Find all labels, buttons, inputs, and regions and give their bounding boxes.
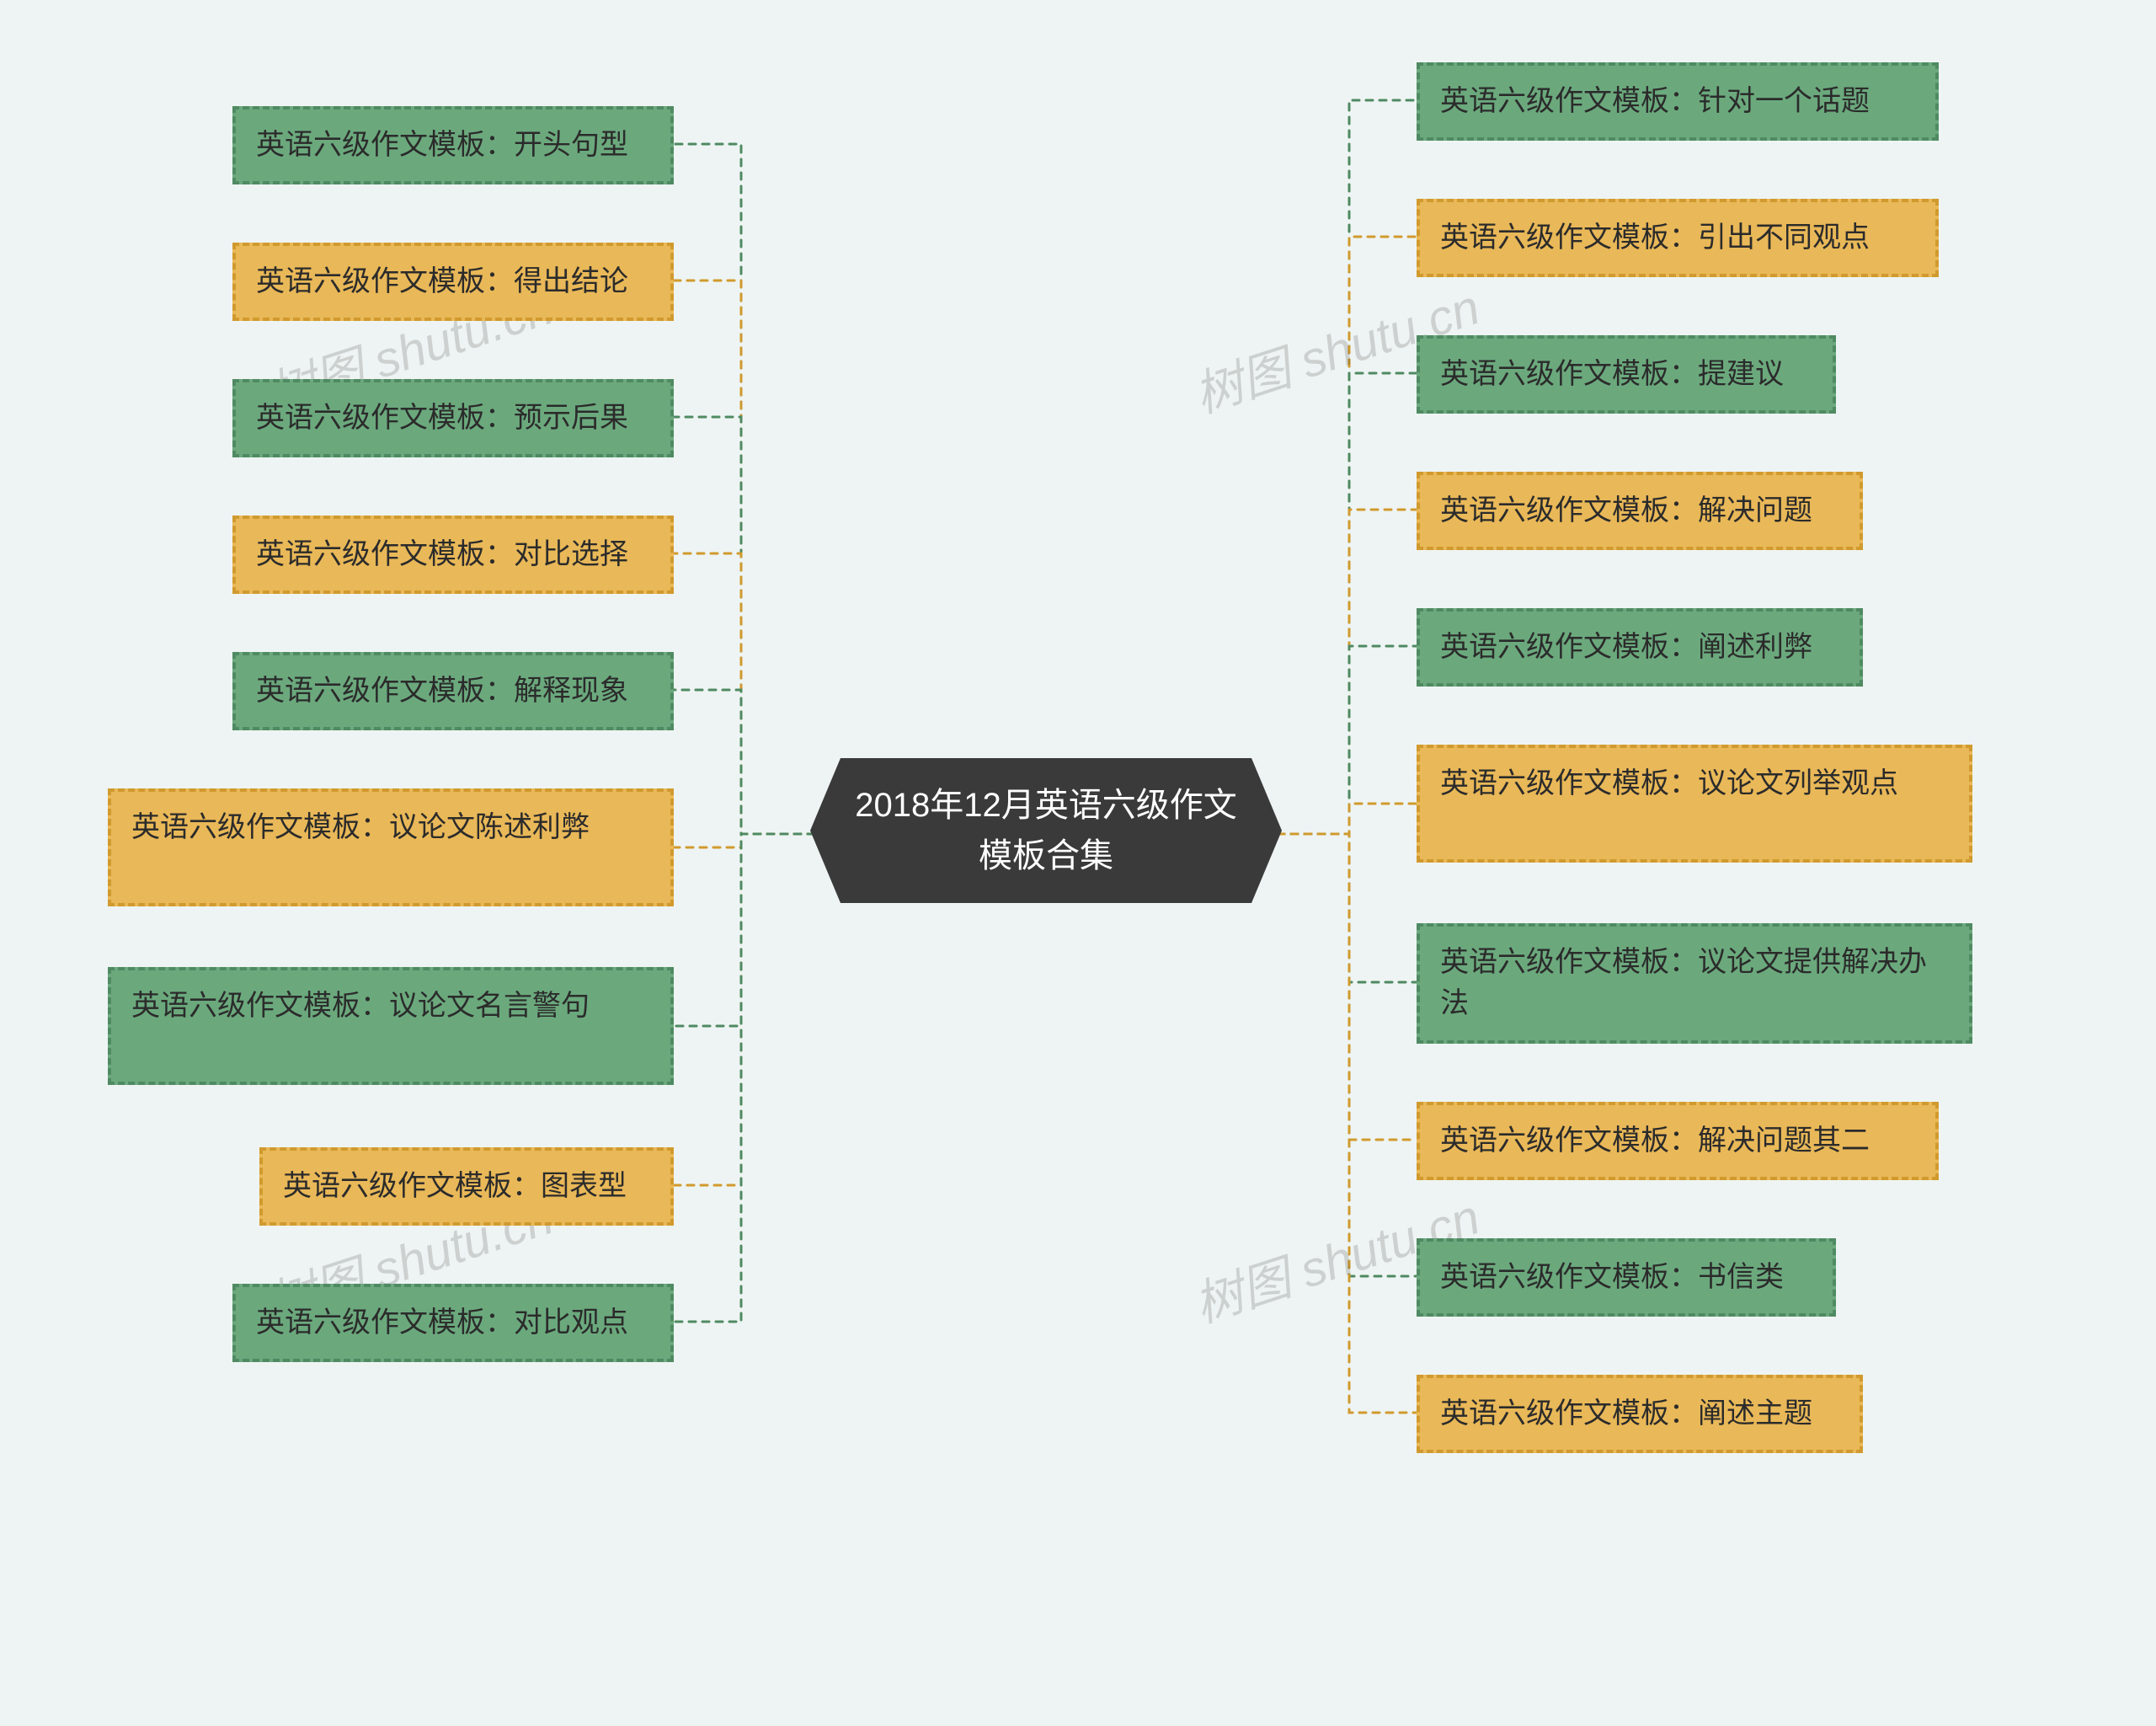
right-node[interactable]: 英语六级作文模板：阐述主题 <box>1417 1375 1863 1453</box>
mindmap-canvas: 树图 shutu.cn树图 shutu.cn树图 shutu.cn树图 shut… <box>0 0 2156 1726</box>
left-node[interactable]: 英语六级作文模板：解释现象 <box>232 652 674 730</box>
left-node[interactable]: 英语六级作文模板：议论文陈述利弊 <box>108 788 674 906</box>
left-node[interactable]: 英语六级作文模板：对比观点 <box>232 1284 674 1362</box>
left-node[interactable]: 英语六级作文模板：开头句型 <box>232 106 674 184</box>
right-node[interactable]: 英语六级作文模板：针对一个话题 <box>1417 62 1939 141</box>
right-node[interactable]: 英语六级作文模板：议论文列举观点 <box>1417 745 1972 863</box>
right-node[interactable]: 英语六级作文模板：书信类 <box>1417 1238 1836 1317</box>
left-node[interactable]: 英语六级作文模板：预示后果 <box>232 379 674 457</box>
left-node[interactable]: 英语六级作文模板：对比选择 <box>232 516 674 594</box>
right-node[interactable]: 英语六级作文模板：解决问题 <box>1417 472 1863 550</box>
left-node[interactable]: 英语六级作文模板：议论文名言警句 <box>108 967 674 1085</box>
left-node[interactable]: 英语六级作文模板：图表型 <box>259 1147 674 1226</box>
right-node[interactable]: 英语六级作文模板：引出不同观点 <box>1417 199 1939 277</box>
right-node[interactable]: 英语六级作文模板：议论文提供解决办法 <box>1417 923 1972 1044</box>
right-node[interactable]: 英语六级作文模板：提建议 <box>1417 335 1836 414</box>
left-node[interactable]: 英语六级作文模板：得出结论 <box>232 243 674 321</box>
center-node: 2018年12月英语六级作文模板合集 <box>810 758 1282 903</box>
right-node[interactable]: 英语六级作文模板：阐述利弊 <box>1417 608 1863 687</box>
right-node[interactable]: 英语六级作文模板：解决问题其二 <box>1417 1102 1939 1180</box>
